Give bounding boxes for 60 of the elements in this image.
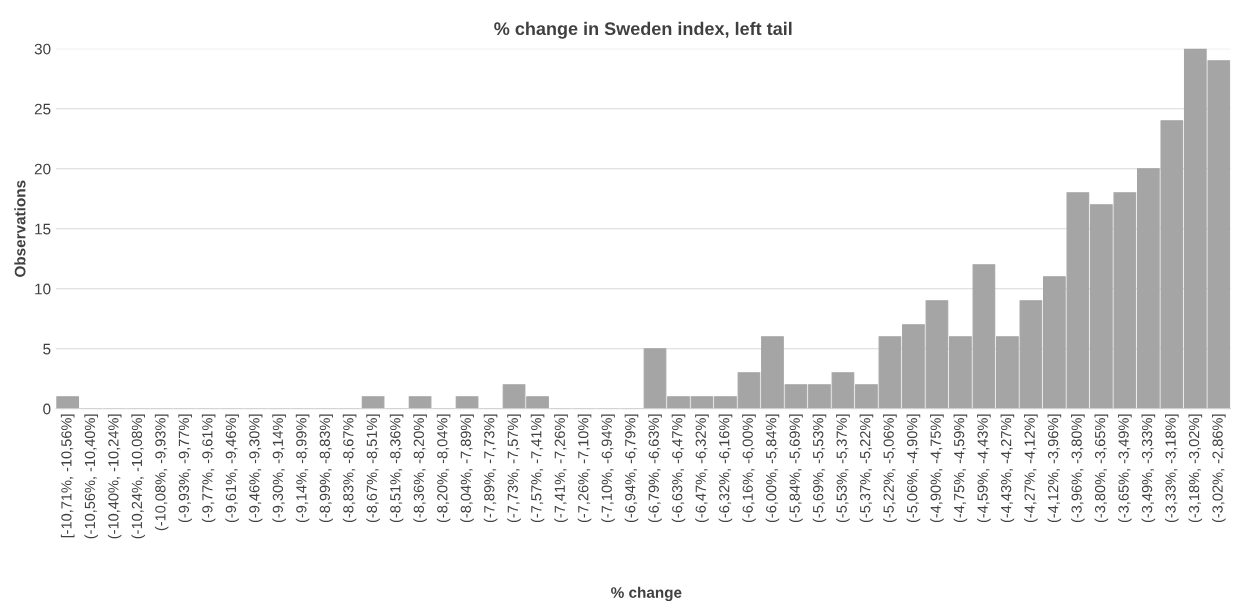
x-tick-label: (-9,77%, -9,61%]: [201, 414, 216, 523]
x-tick-label: (-8,67%, -8,51%]: [366, 414, 380, 523]
x-tick-label: (-6,16%, -6,00%]: [742, 414, 756, 523]
x-tick-label: (-4,12%, -3,96%]: [1047, 414, 1062, 523]
x-axis-title: % change: [611, 586, 682, 602]
x-tick-label: (-4,59%, -4,43%]: [977, 414, 991, 523]
x-tick-label: (-7,10%, -6,94%]: [601, 414, 615, 523]
x-tick-label: (-6,79%, -6,63%]: [648, 414, 662, 523]
x-tick-label: (-5,69%, -5,53%]: [812, 414, 827, 523]
x-tick-label: (-7,57%, -7,41%]: [530, 414, 545, 523]
chart-title: % change in Sweden index, left tail: [494, 21, 792, 39]
x-tick-label: (-7,89%, -7,73%]: [483, 414, 498, 523]
x-tick-label: (-3,49%, -3,33%]: [1141, 414, 1156, 523]
x-tick-label: (-8,36%, -8,20%]: [413, 414, 427, 523]
x-tick-label: [-10,71%, -10,56%]: [60, 414, 75, 538]
x-tick-label: (-9,61%, -9,46%]: [225, 414, 239, 523]
x-tick-label: (-4,43%, -4,27%]: [1000, 414, 1015, 523]
x-tick-label: (-6,32%, -6,16%]: [718, 414, 733, 523]
x-tick-label: (-3,80%, -3,65%]: [1094, 414, 1109, 523]
x-tick-label: (-3,65%, -3,49%]: [1118, 414, 1132, 523]
y-tick-label: 20: [34, 163, 51, 175]
x-tick-label: (-9,14%, -8,99%]: [295, 414, 310, 523]
x-tick-label: (-6,63%, -6,47%]: [671, 414, 686, 523]
x-tick-label: (-8,51%, -8,36%]: [389, 414, 404, 523]
x-tick-label: (-8,83%, -8,67%]: [342, 414, 357, 523]
x-tick-label: (-5,22%, -5,06%]: [883, 414, 897, 523]
x-tick-label: (-8,20%, -8,04%]: [436, 414, 451, 523]
x-tick-label: (-10,40%, -10,24%]: [107, 414, 122, 539]
x-tick-label: (-4,27%, -4,12%]: [1024, 414, 1038, 523]
x-tick-label: (-6,00%, -5,84%]: [765, 414, 780, 523]
y-tick-label: 25: [34, 103, 51, 115]
x-tick-label: (-8,99%, -8,83%]: [319, 414, 333, 523]
x-tick-label: (-6,47%, -6,32%]: [695, 414, 709, 523]
x-tick-label: (-9,46%, -9,30%]: [248, 414, 263, 523]
x-tick-label: (-5,53%, -5,37%]: [836, 414, 850, 523]
x-tick-label: (-7,73%, -7,57%]: [507, 414, 521, 523]
y-tick-label: 15: [35, 223, 51, 235]
x-tick-label: (-5,37%, -5,22%]: [859, 414, 874, 523]
x-tick-label: (-6,94%, -6,79%]: [624, 414, 639, 523]
y-tick-label: 10: [35, 283, 51, 295]
x-tick-label: (-7,26%, -7,10%]: [577, 414, 592, 523]
x-tick-label: (-10,08%, -9,93%]: [154, 414, 169, 531]
x-tick-label: (-5,06%, -4,90%]: [906, 414, 921, 523]
x-tick-label: (-10,24%, -10,08%]: [131, 414, 145, 539]
y-tick-label: 30: [34, 43, 51, 55]
x-tick-label: (-3,02%, -2,86%]: [1212, 414, 1226, 523]
x-tick-label: (-3,18%, -3,02%]: [1188, 414, 1203, 523]
x-tick-label: (-4,90%, -4,75%]: [930, 414, 944, 523]
x-tick-label: (-9,30%, -9,14%]: [272, 414, 286, 523]
x-tick-label: (-8,04%, -7,89%]: [460, 414, 474, 523]
x-tick-label: (-7,41%, -7,26%]: [554, 414, 568, 523]
x-tick-label: (-10,56%, -10,40%]: [84, 414, 98, 539]
y-tick-label: 5: [43, 343, 51, 355]
x-tick-label: (-5,84%, -5,69%]: [789, 414, 803, 523]
y-axis-title: Observations: [14, 180, 26, 277]
x-tick-label: (-3,96%, -3,80%]: [1071, 414, 1085, 523]
x-tick-label: (-4,75%, -4,59%]: [953, 414, 968, 523]
x-tick-label: (-3,33%, -3,18%]: [1165, 414, 1179, 523]
y-tick-label: 0: [43, 403, 51, 415]
x-tick-label: (-9,93%, -9,77%]: [178, 414, 192, 523]
